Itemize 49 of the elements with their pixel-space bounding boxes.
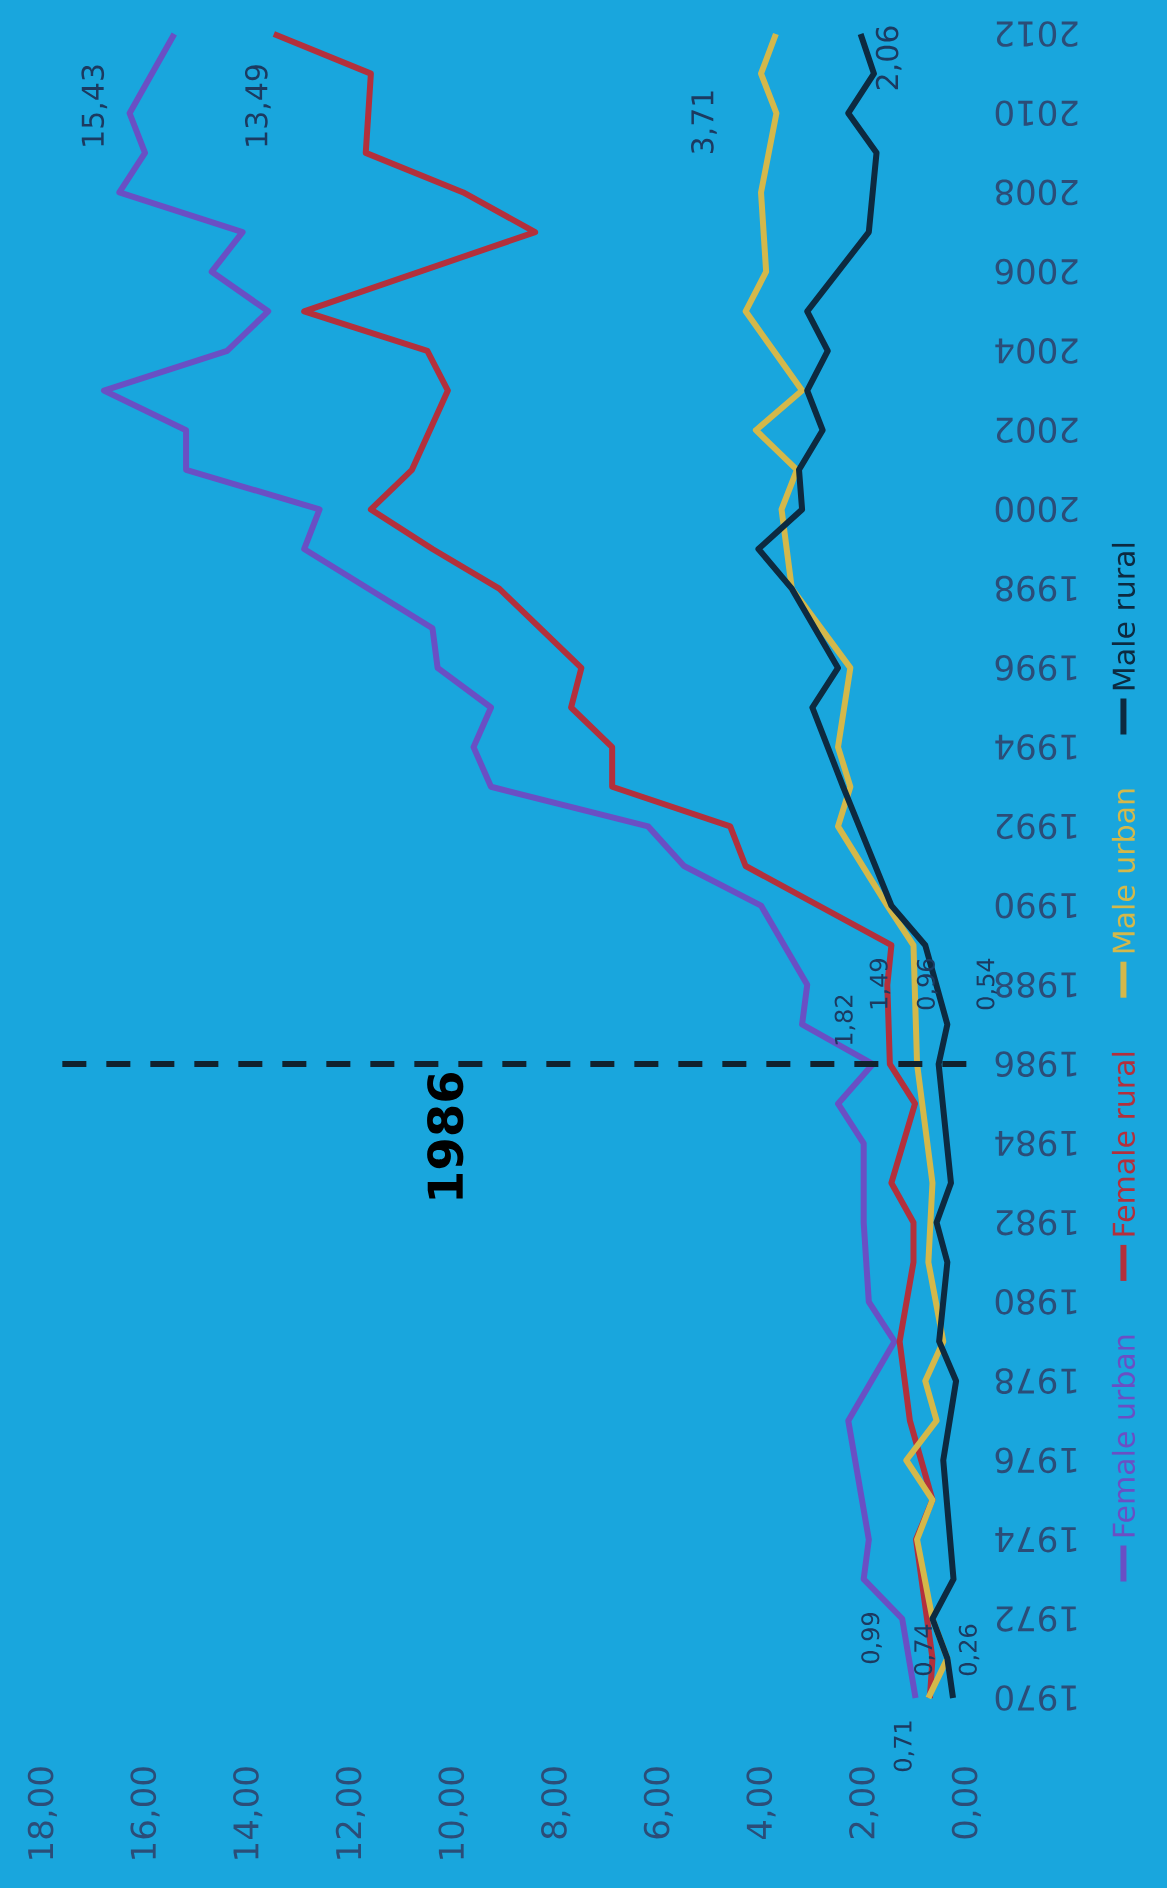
y-tick-label: 1994 xyxy=(995,734,1077,761)
annotation: 0,71 xyxy=(893,1721,915,1772)
y-tick-label: 1986 xyxy=(995,1051,1077,1077)
x-tick-label: 6,00 xyxy=(643,1767,673,1839)
annotation: 15,43 xyxy=(81,65,107,146)
annotation: 13,49 xyxy=(244,65,271,146)
annotation: 2,06 xyxy=(875,26,902,90)
annotation: 0,96 xyxy=(916,958,938,1010)
y-tick-label: 2002 xyxy=(996,417,1078,444)
annotation: 0,74 xyxy=(913,1624,935,1676)
y-tick-label: 2010 xyxy=(995,100,1078,127)
ref-line-label: 1986 xyxy=(426,1072,464,1199)
annotation: 1,49 xyxy=(869,959,890,1009)
y-tick-label: 1970 xyxy=(995,1685,1077,1711)
x-tick-label: 16,00 xyxy=(130,1767,160,1859)
y-tick-label: 2008 xyxy=(995,179,1078,206)
y-tick-label: 1978 xyxy=(995,1368,1077,1394)
y-tick-label: 1992 xyxy=(996,813,1077,840)
annotation: 0,26 xyxy=(958,1624,980,1676)
y-tick-label: 2012 xyxy=(996,21,1078,47)
annotation: 0,99 xyxy=(861,1612,882,1664)
y-tick-label: 1990 xyxy=(995,892,1077,919)
y-tick-label: 2004 xyxy=(995,338,1078,364)
x-tick-label: 12,00 xyxy=(335,1767,365,1859)
x-tick-label: 14,00 xyxy=(232,1767,263,1859)
x-tick-label: 10,00 xyxy=(438,1767,468,1859)
y-tick-label: 1974 xyxy=(995,1526,1077,1553)
annotation: 0,54 xyxy=(976,958,997,1010)
y-tick-label: 1988 xyxy=(995,972,1077,998)
y-tick-label: 1982 xyxy=(996,1209,1077,1236)
x-tick-label: 2,00 xyxy=(848,1767,879,1839)
x-tick-label: 18,00 xyxy=(27,1767,57,1859)
text: Male rural xyxy=(1111,543,1135,690)
y-tick-label: 2000 xyxy=(995,496,1078,523)
x-tick-label: 8,00 xyxy=(540,1767,571,1839)
text: Female urban xyxy=(1111,1335,1135,1537)
y-tick-label: 1972 xyxy=(996,1605,1077,1632)
annotation: 1,82 xyxy=(834,995,856,1045)
y-tick-label: 1998 xyxy=(995,575,1077,602)
x-tick-label: 4,00 xyxy=(746,1767,776,1840)
annotation: 3,71 xyxy=(690,91,717,154)
y-tick-label: 1996 xyxy=(995,655,1077,681)
x-tick-label: 0,00 xyxy=(951,1767,981,1839)
text: Female rural xyxy=(1111,1052,1135,1236)
y-tick-label: 1984 xyxy=(995,1130,1077,1157)
y-tick-label: 1976 xyxy=(995,1447,1077,1474)
y-tick-label: 1980 xyxy=(995,1288,1077,1315)
y-tick-label: 2006 xyxy=(995,258,1078,285)
text: Male urban xyxy=(1111,789,1135,953)
